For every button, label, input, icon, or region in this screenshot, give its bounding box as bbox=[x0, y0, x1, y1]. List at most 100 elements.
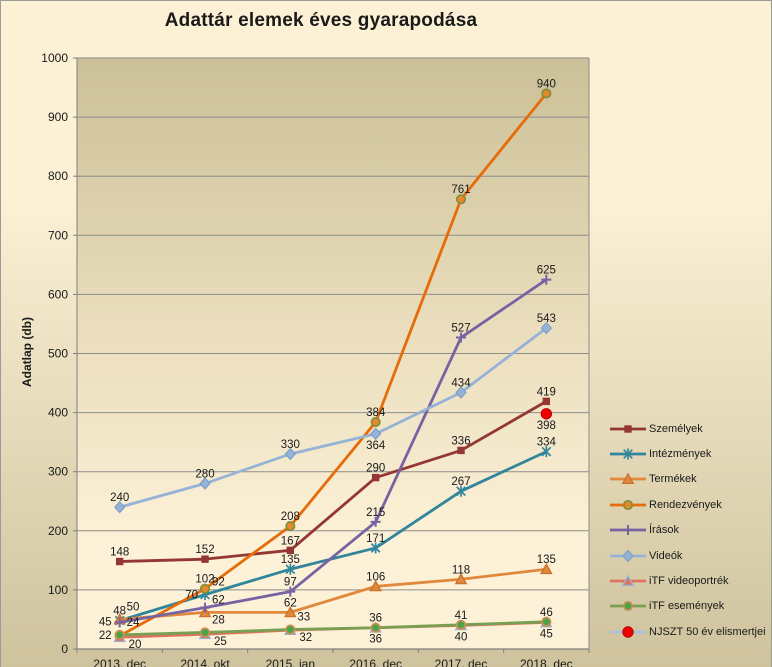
marker-diamond bbox=[540, 321, 553, 335]
legend-item: Intézmények bbox=[609, 441, 766, 466]
series-line-Videók bbox=[118, 326, 548, 509]
marker-circle bbox=[199, 627, 211, 638]
y-axis-title: Adatlap (db) bbox=[20, 317, 34, 387]
series-line-Rendezvények bbox=[118, 92, 548, 638]
y-tick-label: 900 bbox=[48, 110, 68, 124]
legend-marker-dot-icon bbox=[610, 626, 646, 638]
y-tick-label: 400 bbox=[48, 406, 68, 420]
legend-marker-diamond-icon bbox=[610, 549, 646, 562]
legend-marker-plus-icon bbox=[610, 525, 646, 536]
data-label: 543 bbox=[537, 313, 556, 325]
series-line-Termékek bbox=[118, 567, 548, 621]
marker-circle bbox=[541, 616, 552, 627]
data-label: 50 bbox=[127, 601, 140, 613]
y-tick-label: 1000 bbox=[41, 51, 68, 65]
marker-diamond bbox=[113, 500, 126, 514]
x-axis-label: 2014. okt bbox=[180, 657, 230, 667]
data-label: 40 bbox=[455, 631, 468, 643]
marker-diamond bbox=[199, 477, 211, 490]
legend-marker-triangle-icon bbox=[610, 574, 646, 586]
marker-triangle bbox=[284, 606, 297, 618]
legend-marker-triangle-icon bbox=[610, 473, 646, 485]
legend-label: Termékek bbox=[649, 473, 697, 486]
marker-asterisk bbox=[285, 563, 296, 575]
marker-plus bbox=[285, 586, 296, 597]
data-label: 240 bbox=[110, 492, 129, 504]
marker-circle bbox=[370, 622, 381, 633]
legend-item: NJSZT 50 év elismertjei bbox=[609, 619, 766, 644]
marker-square bbox=[457, 446, 465, 455]
data-label: 336 bbox=[451, 435, 470, 447]
data-label: 70 bbox=[185, 590, 198, 602]
marker-asterisk bbox=[370, 542, 381, 554]
marker-dot bbox=[540, 408, 553, 420]
marker-circle bbox=[455, 619, 467, 630]
marker-square bbox=[201, 555, 209, 563]
data-label: 97 bbox=[284, 577, 297, 589]
y-tick-label: 800 bbox=[48, 169, 68, 183]
y-tick-label: 200 bbox=[48, 524, 68, 538]
data-label: 102 bbox=[195, 574, 214, 586]
data-label: 46 bbox=[540, 607, 553, 619]
data-label: 45 bbox=[540, 628, 553, 640]
marker-plus bbox=[623, 525, 633, 536]
marker-triangle bbox=[621, 473, 635, 485]
data-label: 625 bbox=[537, 265, 556, 277]
data-label: 940 bbox=[537, 78, 556, 90]
legend-item: iTF események bbox=[609, 594, 766, 619]
data-label: 152 bbox=[195, 544, 214, 556]
marker-square bbox=[542, 397, 551, 406]
chart-title: Adattár elemek éves gyarapodása bbox=[164, 10, 478, 31]
marker-asterisk bbox=[541, 446, 552, 458]
data-label: 22 bbox=[99, 630, 112, 642]
legend-item: Termékek bbox=[609, 467, 766, 492]
data-label: 384 bbox=[366, 407, 386, 419]
marker-triangle bbox=[621, 574, 635, 586]
y-tick-label: 600 bbox=[48, 287, 68, 301]
legend-item: Írások bbox=[609, 518, 766, 543]
data-label: 41 bbox=[455, 610, 468, 622]
series-line-Írások bbox=[118, 278, 548, 624]
data-label: 761 bbox=[451, 184, 470, 196]
data-label: 28 bbox=[212, 614, 225, 626]
marker-circle bbox=[199, 583, 211, 594]
marker-diamond bbox=[455, 386, 467, 399]
marker-diamond bbox=[369, 427, 382, 441]
legend-label: iTF események bbox=[649, 600, 725, 613]
marker-diamond bbox=[622, 549, 634, 562]
marker-plus bbox=[200, 602, 210, 613]
marker-dot bbox=[622, 626, 634, 638]
legend-marker-square-icon bbox=[610, 424, 646, 433]
data-label: 24 bbox=[127, 617, 140, 629]
data-label: 434 bbox=[451, 378, 471, 390]
marker-square bbox=[286, 546, 295, 555]
marker-circle bbox=[285, 521, 296, 532]
marker-plus bbox=[114, 617, 125, 628]
data-label: 48 bbox=[113, 606, 126, 618]
data-label: 32 bbox=[299, 632, 312, 644]
data-label: 364 bbox=[366, 440, 386, 452]
data-label: 280 bbox=[195, 469, 214, 481]
marker-plus bbox=[541, 274, 552, 285]
x-axis-label: 2018. dec bbox=[520, 657, 573, 667]
legend-label: iTF videoportrék bbox=[649, 575, 729, 588]
marker-triangle bbox=[540, 562, 553, 575]
data-label: 330 bbox=[281, 439, 300, 451]
data-label: 118 bbox=[452, 564, 470, 576]
data-label: 267 bbox=[451, 476, 470, 488]
legend-label: Videók bbox=[649, 549, 683, 562]
marker-square bbox=[115, 557, 124, 566]
legend-label: Rendezvények bbox=[649, 498, 722, 511]
legend-marker-asterisk-icon bbox=[610, 448, 646, 460]
marker-circle bbox=[541, 88, 552, 99]
marker-square bbox=[624, 424, 632, 433]
data-label: 106 bbox=[366, 571, 385, 583]
marker-triangle bbox=[454, 572, 468, 585]
data-label: 419 bbox=[537, 386, 556, 398]
series-line-Személyek bbox=[118, 399, 548, 563]
marker-circle bbox=[455, 194, 467, 205]
y-tick-label: 100 bbox=[48, 583, 68, 597]
data-label: 62 bbox=[212, 594, 225, 606]
legend-marker-circle-icon bbox=[610, 601, 646, 612]
